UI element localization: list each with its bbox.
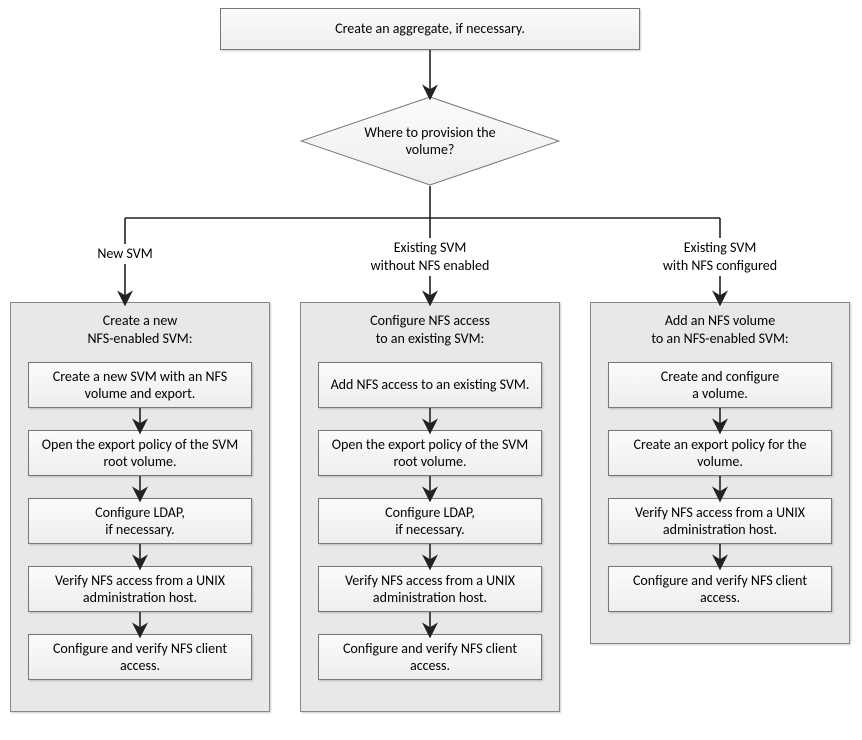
step-box: Open the export policy of the SVM root v… — [28, 430, 252, 476]
step-box: Configure LDAP,if necessary. — [28, 498, 252, 544]
step-box: Verify NFS access from a UNIX administra… — [28, 566, 252, 612]
step-box: Configure and verify NFS client access. — [318, 634, 542, 680]
step-box: Add NFS access to an existing SVM. — [318, 362, 542, 408]
step-box: Configure LDAP,if necessary. — [318, 498, 542, 544]
decision-node: Where to provision the volume? — [300, 96, 560, 186]
start-box: Create an aggregate, if necessary. — [220, 8, 640, 50]
step-box: Create a new SVM with an NFS volume and … — [28, 362, 252, 408]
step-box: Configure and verify NFS client access. — [28, 634, 252, 680]
step-box: Create and configurea volume. — [608, 362, 832, 408]
step-box: Verify NFS access from a UNIX administra… — [608, 498, 832, 544]
branch-label: New SVM — [55, 245, 195, 263]
branch-title: Create a newNFS-enabled SVM: — [10, 312, 270, 347]
step-box: Create an export policy for the volume. — [608, 430, 832, 476]
decision-text: Where to provision the volume? — [300, 96, 560, 186]
step-box: Open the export policy of the SVM root v… — [318, 430, 542, 476]
step-box: Configure and verify NFS client access. — [608, 566, 832, 612]
branch-label: Existing SVMwith NFS configured — [635, 239, 805, 274]
branch-title: Add an NFS volumeto an NFS-enabled SVM: — [590, 312, 850, 347]
step-box: Verify NFS access from a UNIX administra… — [318, 566, 542, 612]
branch-title: Configure NFS accessto an existing SVM: — [300, 312, 560, 347]
branch-label: Existing SVMwithout NFS enabled — [345, 239, 515, 274]
